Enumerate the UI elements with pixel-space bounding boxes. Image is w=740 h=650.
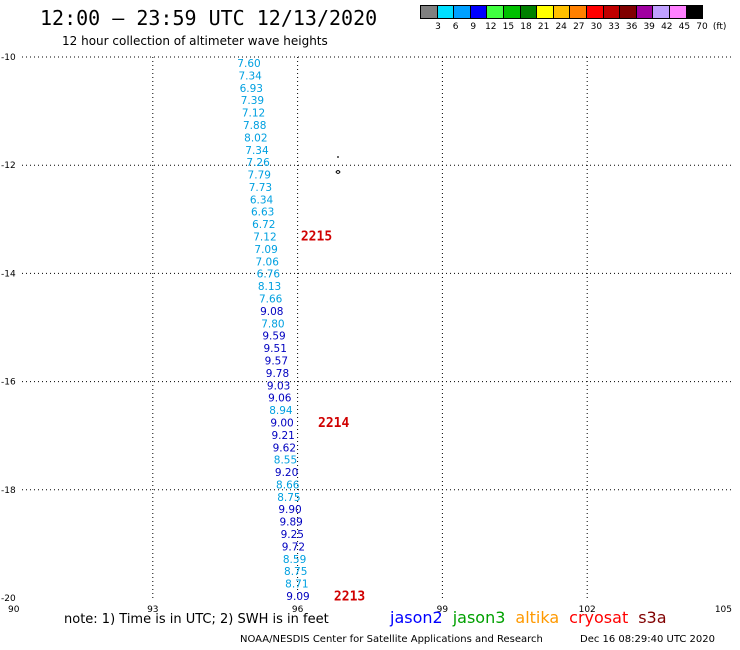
wave-height-value: 8.59 bbox=[283, 554, 306, 566]
footer-timestamp: Dec 16 08:29:40 UTC 2020 bbox=[580, 634, 715, 645]
legend-label: 18 bbox=[520, 22, 532, 32]
wave-height-value: 7.79 bbox=[248, 170, 271, 182]
lat-tick-label: -12 bbox=[1, 161, 16, 171]
wave-height-value: 9.08 bbox=[260, 306, 283, 318]
lon-tick-label: 96 bbox=[292, 605, 304, 615]
mission-label: jason2 bbox=[390, 608, 443, 627]
legend-label: 30 bbox=[590, 22, 603, 32]
legend-label: 21 bbox=[537, 22, 550, 32]
wave-height-value: 9.00 bbox=[270, 417, 293, 429]
wave-height-value: 7.34 bbox=[245, 145, 269, 157]
wave-height-value: 9.09 bbox=[286, 591, 309, 603]
wave-height-value: 9.78 bbox=[266, 368, 289, 380]
mission-label: altika bbox=[515, 608, 560, 627]
mission-label: jason3 bbox=[452, 608, 506, 627]
wave-height-value: 8.66 bbox=[276, 479, 300, 491]
wave-height-value: 7.34 bbox=[238, 70, 262, 82]
wave-height-value: 7.66 bbox=[259, 294, 283, 306]
wave-height-value: 7.73 bbox=[249, 182, 272, 194]
page-subtitle: 12 hour collection of altimeter wave hei… bbox=[62, 34, 328, 48]
wave-height-value: 9.89 bbox=[279, 517, 302, 529]
footer-credit: NOAA/NESDIS Center for Satellite Applica… bbox=[240, 634, 543, 645]
legend-swatch bbox=[685, 5, 704, 19]
legend-label: 12 bbox=[485, 22, 497, 32]
lon-tick-label: 93 bbox=[147, 605, 158, 615]
island-outline bbox=[335, 170, 341, 174]
legend-label: 9 bbox=[470, 22, 477, 32]
mission-label: s3a bbox=[638, 608, 667, 627]
wave-height-value: 7.39 bbox=[241, 95, 264, 107]
legend-label: 45 bbox=[678, 22, 691, 32]
wave-height-value: 6.63 bbox=[251, 207, 274, 219]
wave-height-value: 7.80 bbox=[261, 318, 284, 330]
wave-height-value: 7.06 bbox=[256, 256, 280, 268]
lat-tick-label: -10 bbox=[1, 53, 16, 63]
lon-tick-label: 102 bbox=[579, 605, 596, 615]
legend-label: 70 bbox=[696, 22, 708, 32]
legend-labels: 3 6 9 12 15 18 21 24 27 30 33 36 39 42 45 70 (ft) bbox=[421, 22, 740, 34]
mission-label: cryosat bbox=[569, 608, 629, 627]
wave-height-value: 6.34 bbox=[250, 194, 274, 206]
wave-height-value: 7.60 bbox=[237, 58, 260, 70]
wave-height-value: 8.75 bbox=[277, 492, 300, 504]
wave-height-value: 8.02 bbox=[244, 132, 267, 144]
wave-height-value: 9.90 bbox=[278, 504, 301, 516]
lat-tick-label: -18 bbox=[1, 486, 16, 496]
lon-tick-label: 99 bbox=[437, 605, 449, 615]
wave-height-value: 7.88 bbox=[243, 120, 266, 132]
lat-tick-label: -20 bbox=[1, 594, 16, 604]
legend-label: 33 bbox=[608, 22, 620, 32]
wave-height-value: 8.55 bbox=[274, 455, 297, 467]
legend-label: 39 bbox=[643, 22, 655, 32]
wave-height-value: 8.13 bbox=[258, 281, 281, 293]
legend-color-bar bbox=[420, 5, 704, 19]
legend-label: 42 bbox=[661, 22, 673, 32]
wave-height-value: 9.06 bbox=[268, 393, 292, 405]
lat-tick-label: -14 bbox=[1, 269, 16, 279]
lat-tick-label: -16 bbox=[1, 378, 16, 388]
legend-label: 27 bbox=[573, 22, 585, 32]
wave-height-value: 9.72 bbox=[282, 541, 305, 553]
wave-height-value: 8.71 bbox=[285, 579, 308, 591]
wave-height-value: 9.20 bbox=[275, 467, 298, 479]
footer-note: note: 1) Time is in UTC; 2) SWH is in fe… bbox=[64, 612, 329, 627]
color-legend: 3 6 9 12 15 18 21 24 27 30 33 36 39 42 45 70 (ft) bbox=[420, 5, 726, 32]
lon-tick-label: 105 bbox=[715, 605, 732, 615]
wave-height-value: 9.03 bbox=[267, 380, 290, 392]
legend-label: (ft) bbox=[712, 22, 727, 32]
legend-label: 36 bbox=[625, 22, 638, 32]
wave-height-value: 7.12 bbox=[242, 108, 265, 120]
wave-height-value: 9.59 bbox=[262, 331, 285, 343]
mission-legend: jason2 jason3 altika cryosat s3a bbox=[390, 608, 677, 627]
wave-height-value: 9.57 bbox=[265, 355, 288, 367]
wave-height-value: 9.51 bbox=[264, 343, 287, 355]
legend-label: 3 bbox=[435, 22, 441, 32]
wave-height-value: 7.26 bbox=[246, 157, 270, 169]
legend-label: 6 bbox=[452, 22, 459, 32]
wave-height-value: 8.94 bbox=[269, 405, 293, 417]
legend-label: 24 bbox=[555, 22, 567, 32]
time-label: 2215 bbox=[301, 230, 332, 245]
wave-height-value: 9.21 bbox=[271, 430, 294, 442]
wave-height-value: 7.09 bbox=[254, 244, 277, 256]
wave-height-value: 6.72 bbox=[252, 219, 275, 231]
wave-height-value: 9.25 bbox=[281, 529, 304, 541]
legend-label: 15 bbox=[502, 22, 515, 32]
lon-tick-label: 90 bbox=[8, 605, 20, 615]
wave-height-value: 7.12 bbox=[253, 232, 276, 244]
wave-height-value: 6.93 bbox=[240, 83, 263, 95]
page-title: 12:00 — 23:59 UTC 12/13/2020 bbox=[40, 6, 378, 30]
wave-height-value: 8.75 bbox=[284, 566, 307, 578]
wave-height-value: 6.76 bbox=[257, 269, 281, 281]
island-marker bbox=[337, 156, 339, 158]
wave-height-value: 9.62 bbox=[273, 442, 296, 454]
time-label: 2214 bbox=[318, 416, 349, 431]
time-label: 2213 bbox=[334, 589, 365, 604]
